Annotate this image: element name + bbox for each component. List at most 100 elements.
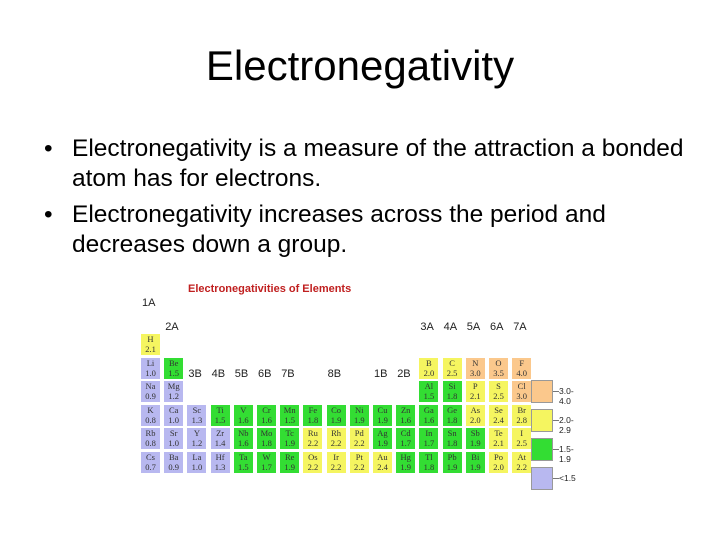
element-cell: Rb 0.8 [140, 427, 161, 450]
element-symbol: Sc [192, 404, 202, 415]
element-cell: Au 2.4 [372, 450, 393, 474]
group-label: 2B [397, 368, 411, 380]
legend-swatch [531, 438, 553, 461]
element-value: 2.1 [145, 344, 156, 354]
element-value: 1.5 [168, 367, 179, 378]
element-value: 1.9 [353, 414, 365, 425]
element-symbol: P [472, 381, 478, 391]
element-value: 1.3 [191, 414, 203, 425]
element-symbol: Ge [447, 404, 458, 415]
legend-label: <1.5 [559, 473, 576, 483]
element-cell: Mo 1.8 [256, 427, 277, 450]
group-label: 5A [466, 321, 481, 333]
legend-connector [553, 391, 559, 392]
element-symbol: Cd [400, 428, 411, 438]
element-symbol: At [517, 451, 526, 462]
element-symbol: Au [377, 451, 388, 462]
element-cell: Li 1.0 [140, 356, 161, 380]
element-cell: Hf 1.3 [209, 450, 231, 474]
element-cell: Br 2.8 [511, 403, 533, 427]
legend-swatch [531, 380, 553, 403]
element-cell: Ba 0.9 [163, 450, 185, 474]
element-symbol: In [425, 428, 433, 438]
legend-label: 1.5-1.9 [559, 444, 574, 464]
element-cell: Mn 1.5 [279, 403, 301, 427]
element-symbol: Sb [470, 428, 480, 438]
element-value: 1.5 [423, 391, 435, 401]
element-value: 2.2 [330, 438, 342, 448]
element-value: 0.7 [145, 461, 156, 472]
element-value: 2.5 [516, 438, 527, 448]
element-symbol: As [470, 404, 481, 415]
element-symbol: Br [517, 404, 526, 415]
group-label: 3B [188, 368, 202, 380]
bullet-dot-icon: • [44, 135, 53, 162]
element-cell: Al 1.5 [418, 380, 440, 403]
group-label: 4B [211, 368, 226, 380]
element-cell: Cs 0.7 [140, 450, 161, 474]
element-symbol: Os [308, 451, 318, 462]
element-symbol: Bi [471, 451, 480, 462]
element-symbol: F [519, 357, 525, 368]
element-symbol: Li [146, 357, 155, 368]
element-symbol: Tl [425, 451, 433, 462]
element-cell: Os 2.2 [302, 450, 324, 474]
element-cell: Ag 1.9 [372, 427, 393, 450]
element-value: 2.4 [377, 461, 388, 472]
element-cell: At 2.2 [511, 450, 533, 474]
element-symbol: Ag [377, 428, 388, 438]
element-symbol: Na [145, 381, 156, 391]
element-value: 1.6 [423, 414, 435, 425]
group-label: 7B [281, 368, 295, 380]
legend-connector [553, 478, 559, 479]
group-label: 6B [258, 368, 272, 380]
element-value: 1.7 [400, 438, 411, 448]
element-value: 2.1 [493, 438, 504, 448]
element-cell: Hg 1.9 [395, 450, 417, 474]
bullet-text: Electronegativity increases across the p… [72, 201, 606, 258]
electronegativity-periodic-table: Electronegativities of Elements 1A 2A 3B 4B… [136, 283, 584, 497]
legend-connector [553, 420, 559, 421]
element-value: 1.5 [237, 461, 249, 472]
element-value: 3.5 [493, 367, 504, 378]
element-cell: Zn 1.6 [395, 403, 417, 427]
element-cell: Pb 1.9 [441, 450, 463, 474]
element-value: 2.0 [469, 414, 481, 425]
element-value: 1.2 [168, 391, 179, 401]
element-cell: H 2.1 [140, 333, 161, 356]
element-cell: K 0.8 [140, 403, 161, 427]
element-cell: I 2.5 [511, 427, 533, 450]
element-value: 1.8 [446, 414, 458, 425]
element-symbol: Ba [168, 451, 179, 462]
element-symbol: Po [494, 451, 503, 462]
element-cell: Co 1.9 [325, 403, 347, 427]
element-value: 1.9 [469, 438, 481, 448]
group-label: 3A [420, 321, 434, 333]
element-value: 1.6 [261, 414, 272, 425]
element-cell: W 1.7 [256, 450, 277, 474]
element-cell: Ga 1.6 [418, 403, 440, 427]
element-value: 1.6 [237, 414, 249, 425]
element-value: 1.0 [191, 461, 203, 472]
element-symbol: Cs [146, 451, 155, 462]
element-symbol: Ti [216, 404, 224, 415]
element-symbol: Te [494, 428, 503, 438]
element-value: 1.8 [307, 414, 319, 425]
element-symbol: H [147, 334, 154, 344]
group-label: 6A [490, 321, 504, 333]
element-value: 2.2 [353, 461, 365, 472]
element-cell: Na 0.9 [140, 380, 161, 403]
element-value: 1.4 [214, 438, 226, 448]
element-value: 1.2 [191, 438, 203, 448]
element-symbol: Mn [283, 404, 296, 415]
element-symbol: Mg [167, 381, 180, 391]
element-cell: Sn 1.8 [441, 427, 463, 450]
legend-swatch [531, 467, 553, 490]
element-value: 0.9 [145, 391, 156, 401]
element-cell: B 2.0 [418, 356, 440, 380]
element-symbol: Ga [423, 404, 434, 415]
element-cell: Y 1.2 [186, 427, 208, 450]
element-cell: Nb 1.6 [232, 427, 254, 450]
element-symbol: Cu [377, 404, 388, 415]
element-symbol: C [449, 357, 455, 368]
